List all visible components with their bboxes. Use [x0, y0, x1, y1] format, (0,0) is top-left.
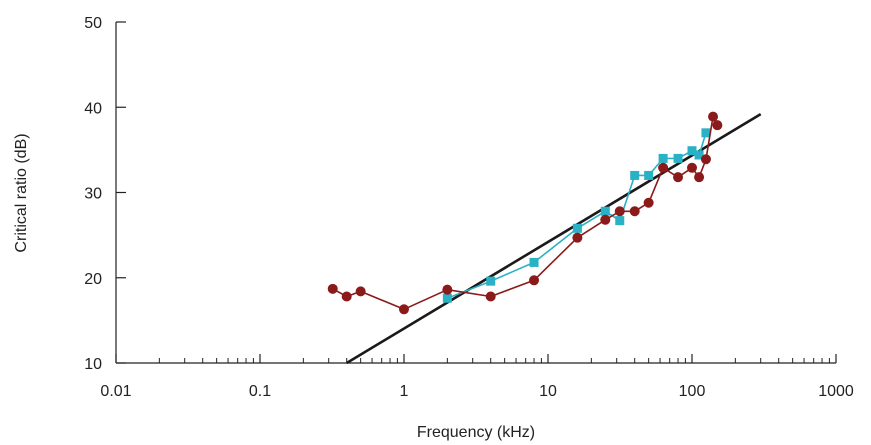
x-tick-label: 100	[679, 383, 706, 400]
data-point-circle	[327, 283, 338, 294]
data-point-circle	[658, 162, 669, 173]
data-point-square	[694, 150, 704, 160]
data-point-square	[644, 170, 654, 180]
x-major-ticks: 0.01 0.1 1 10 100 1000	[100, 354, 854, 400]
data-point-square	[673, 153, 683, 163]
data-point-circle	[708, 111, 719, 122]
data-point-circle	[355, 286, 366, 297]
series-0	[327, 111, 723, 315]
x-tick-label: 0.1	[249, 383, 271, 400]
y-tick-label: 30	[84, 186, 102, 203]
data-point-square	[630, 170, 640, 180]
plot-frame	[115, 22, 836, 364]
y-tick-label: 40	[84, 100, 102, 117]
data-point-square	[658, 153, 668, 163]
data-point-circle	[629, 206, 640, 217]
data-point-circle	[341, 291, 352, 302]
x-tick-label: 0.01	[100, 383, 131, 400]
y-tick-label: 50	[84, 15, 102, 32]
data-point-square	[615, 216, 625, 226]
series-1	[442, 128, 711, 303]
data-point-circle	[399, 304, 409, 315]
data-point-circle	[442, 284, 453, 295]
data-point-square	[687, 146, 697, 156]
series-line	[332, 115, 719, 311]
x-axis-title: Frequency (kHz)	[417, 424, 535, 441]
x-tick-label: 10	[539, 383, 557, 400]
data-point-circle	[572, 232, 583, 243]
series-2	[346, 112, 762, 365]
x-tick-label: 1000	[818, 383, 854, 400]
data-point-circle	[600, 214, 611, 225]
data-point-circle	[643, 197, 654, 208]
data-point-circle	[712, 120, 723, 131]
y-ticks: 10 20 30 40 50	[84, 15, 126, 373]
y-tick-label: 10	[84, 356, 102, 373]
data-point-circle	[485, 291, 496, 302]
y-axis-title: Critical ratio (dB)	[13, 133, 30, 252]
data-point-circle	[694, 172, 705, 183]
data-point-circle	[687, 162, 697, 173]
data-point-square	[442, 293, 452, 303]
regression-line	[346, 112, 762, 365]
data-point-square	[572, 223, 582, 233]
x-tick-label: 1	[400, 383, 409, 400]
data-point-circle	[673, 172, 684, 183]
series-layer	[327, 111, 762, 365]
data-point-square	[486, 276, 496, 286]
data-point-circle	[700, 154, 711, 165]
data-point-square	[600, 206, 610, 216]
x-minor-ticks	[158, 358, 830, 363]
data-point-square	[529, 257, 539, 267]
data-point-circle	[614, 206, 625, 217]
data-point-circle	[529, 275, 540, 286]
y-tick-label: 20	[84, 271, 102, 288]
data-point-square	[701, 128, 711, 138]
